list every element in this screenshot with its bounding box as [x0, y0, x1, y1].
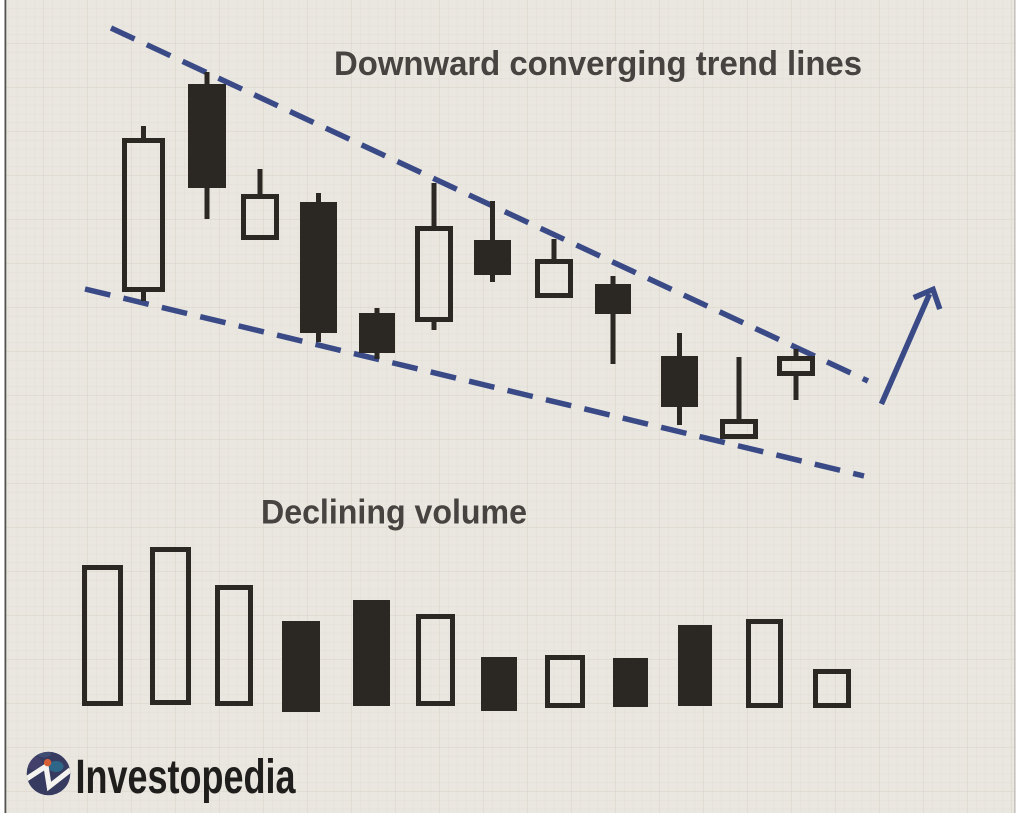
svg-text:Downward converging trend line: Downward converging trend lines: [334, 45, 862, 83]
svg-text:Declining volume: Declining volume: [261, 494, 527, 532]
svg-text:Investopedia: Investopedia: [76, 750, 297, 804]
